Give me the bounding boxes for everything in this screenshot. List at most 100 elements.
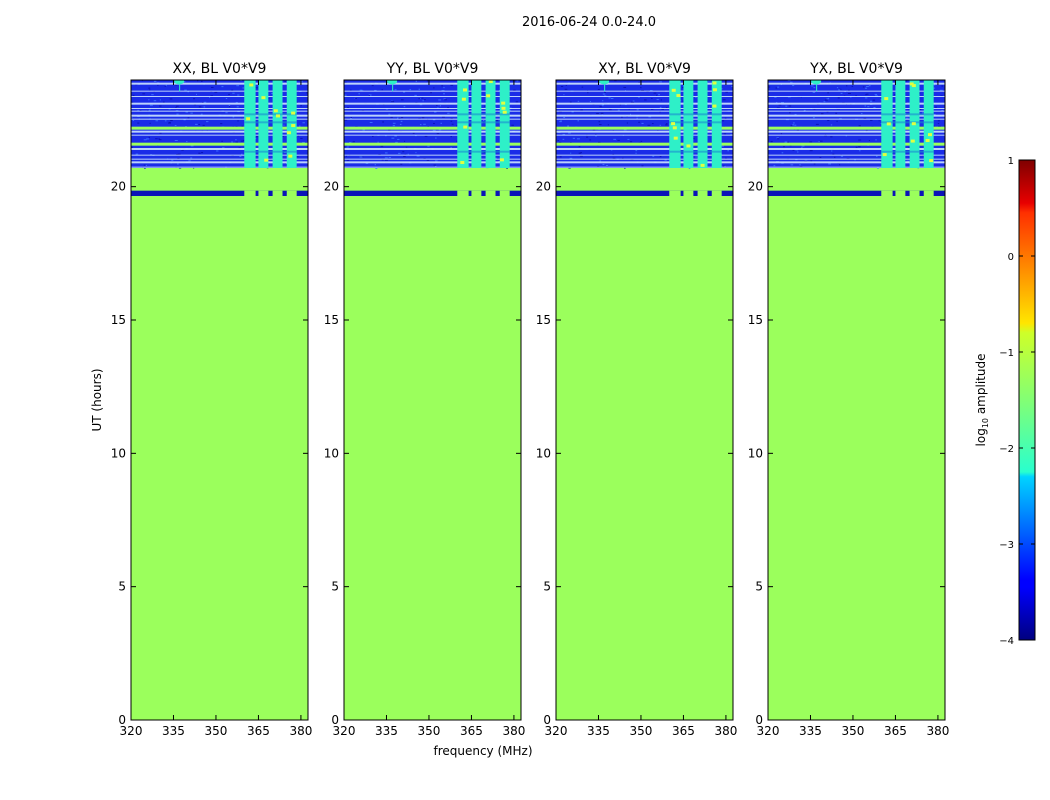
speckle bbox=[781, 102, 784, 104]
speckle bbox=[168, 122, 171, 124]
hot-spot bbox=[488, 80, 493, 84]
speckle bbox=[906, 160, 910, 162]
band-row bbox=[768, 142, 945, 146]
x-tick-label: 380 bbox=[502, 724, 525, 738]
panel-4: YX, BL V0*V9 320 335 350 365 380 0 5 10 15 20 bbox=[748, 61, 950, 738]
speckle bbox=[371, 135, 374, 137]
speckle bbox=[384, 152, 388, 154]
speckle bbox=[840, 92, 843, 94]
speckle bbox=[777, 138, 780, 140]
signal-band-gap bbox=[923, 190, 934, 196]
signal-band bbox=[471, 80, 482, 168]
signal-band-gap bbox=[895, 190, 906, 196]
speckle bbox=[586, 136, 589, 138]
speckle bbox=[878, 120, 880, 122]
stripe bbox=[131, 108, 308, 109]
speckle bbox=[231, 141, 233, 143]
hot-spot bbox=[676, 94, 681, 98]
speckle bbox=[696, 91, 699, 93]
speckle bbox=[828, 97, 830, 99]
speckle bbox=[345, 155, 347, 157]
y-tick-label: 20 bbox=[324, 180, 339, 194]
speckle bbox=[598, 121, 601, 123]
speckle bbox=[178, 167, 182, 169]
speckle bbox=[873, 107, 876, 109]
speckle bbox=[832, 153, 835, 155]
hot-spot bbox=[884, 97, 889, 101]
speckle bbox=[210, 95, 214, 97]
x-tick-label: 350 bbox=[842, 724, 865, 738]
speckle bbox=[813, 108, 816, 110]
x-tick-label: 365 bbox=[672, 724, 695, 738]
speckle bbox=[874, 93, 878, 95]
speckle bbox=[242, 87, 245, 89]
speckle bbox=[797, 151, 799, 153]
speckle bbox=[876, 167, 879, 169]
hot-spot bbox=[712, 104, 717, 108]
speckle bbox=[426, 80, 429, 82]
speckle bbox=[511, 124, 514, 126]
speckle bbox=[659, 124, 661, 126]
y-tick-label: 15 bbox=[324, 313, 339, 327]
speckle bbox=[731, 120, 733, 122]
y-tick-label: 5 bbox=[331, 580, 339, 594]
speckle bbox=[146, 138, 149, 140]
speckle bbox=[131, 117, 133, 119]
speckle bbox=[159, 105, 162, 107]
speckle bbox=[369, 122, 373, 124]
speckle bbox=[346, 146, 349, 148]
speckle bbox=[869, 100, 873, 102]
speckle bbox=[422, 100, 424, 102]
speckle bbox=[391, 101, 395, 103]
speckle bbox=[198, 123, 201, 125]
stripe bbox=[768, 166, 945, 168]
speckle bbox=[626, 122, 629, 124]
panel-2: YY, BL V0*V9 320 335 350 365 380 0 5 10 15 20 bbox=[324, 61, 526, 738]
signal-band-gap bbox=[881, 190, 893, 196]
speckle bbox=[444, 99, 447, 101]
stripe bbox=[768, 108, 945, 109]
axes-frame bbox=[130, 79, 309, 721]
speckle bbox=[569, 101, 572, 103]
stripe bbox=[768, 82, 945, 85]
speckle bbox=[578, 146, 581, 148]
speckle bbox=[516, 80, 519, 82]
stripe bbox=[131, 134, 308, 136]
speckle bbox=[299, 125, 301, 127]
speckle bbox=[432, 119, 436, 121]
speckle bbox=[402, 91, 406, 93]
stripe bbox=[556, 130, 733, 133]
x-tick-label: 320 bbox=[757, 724, 780, 738]
speckle bbox=[866, 86, 869, 88]
speckle bbox=[350, 118, 352, 120]
speckle bbox=[202, 102, 204, 104]
speckle bbox=[159, 132, 162, 134]
speckle bbox=[776, 137, 779, 139]
speckle bbox=[722, 165, 726, 167]
signal-band bbox=[697, 80, 708, 168]
speckle bbox=[826, 111, 829, 113]
speckle bbox=[804, 160, 808, 162]
x-tick-label: 335 bbox=[162, 724, 185, 738]
speckle bbox=[302, 122, 305, 124]
speckle bbox=[419, 124, 422, 126]
speckle bbox=[801, 145, 805, 147]
hot-spot bbox=[463, 125, 468, 129]
speckle bbox=[651, 108, 653, 110]
x-tick-label: 380 bbox=[289, 724, 312, 738]
fill-region bbox=[131, 80, 308, 720]
speckle bbox=[358, 93, 360, 95]
stripe bbox=[131, 166, 308, 168]
speckle bbox=[419, 98, 421, 100]
speckle bbox=[937, 123, 940, 125]
speckle bbox=[235, 141, 238, 143]
stripe bbox=[556, 134, 733, 136]
speckle bbox=[187, 117, 190, 119]
stripe bbox=[556, 102, 733, 105]
stripe bbox=[768, 118, 945, 120]
speckle bbox=[659, 106, 662, 108]
y-tick-label: 0 bbox=[755, 713, 763, 727]
speckle bbox=[795, 159, 798, 161]
signal-band bbox=[485, 80, 496, 168]
speckle bbox=[385, 108, 389, 110]
